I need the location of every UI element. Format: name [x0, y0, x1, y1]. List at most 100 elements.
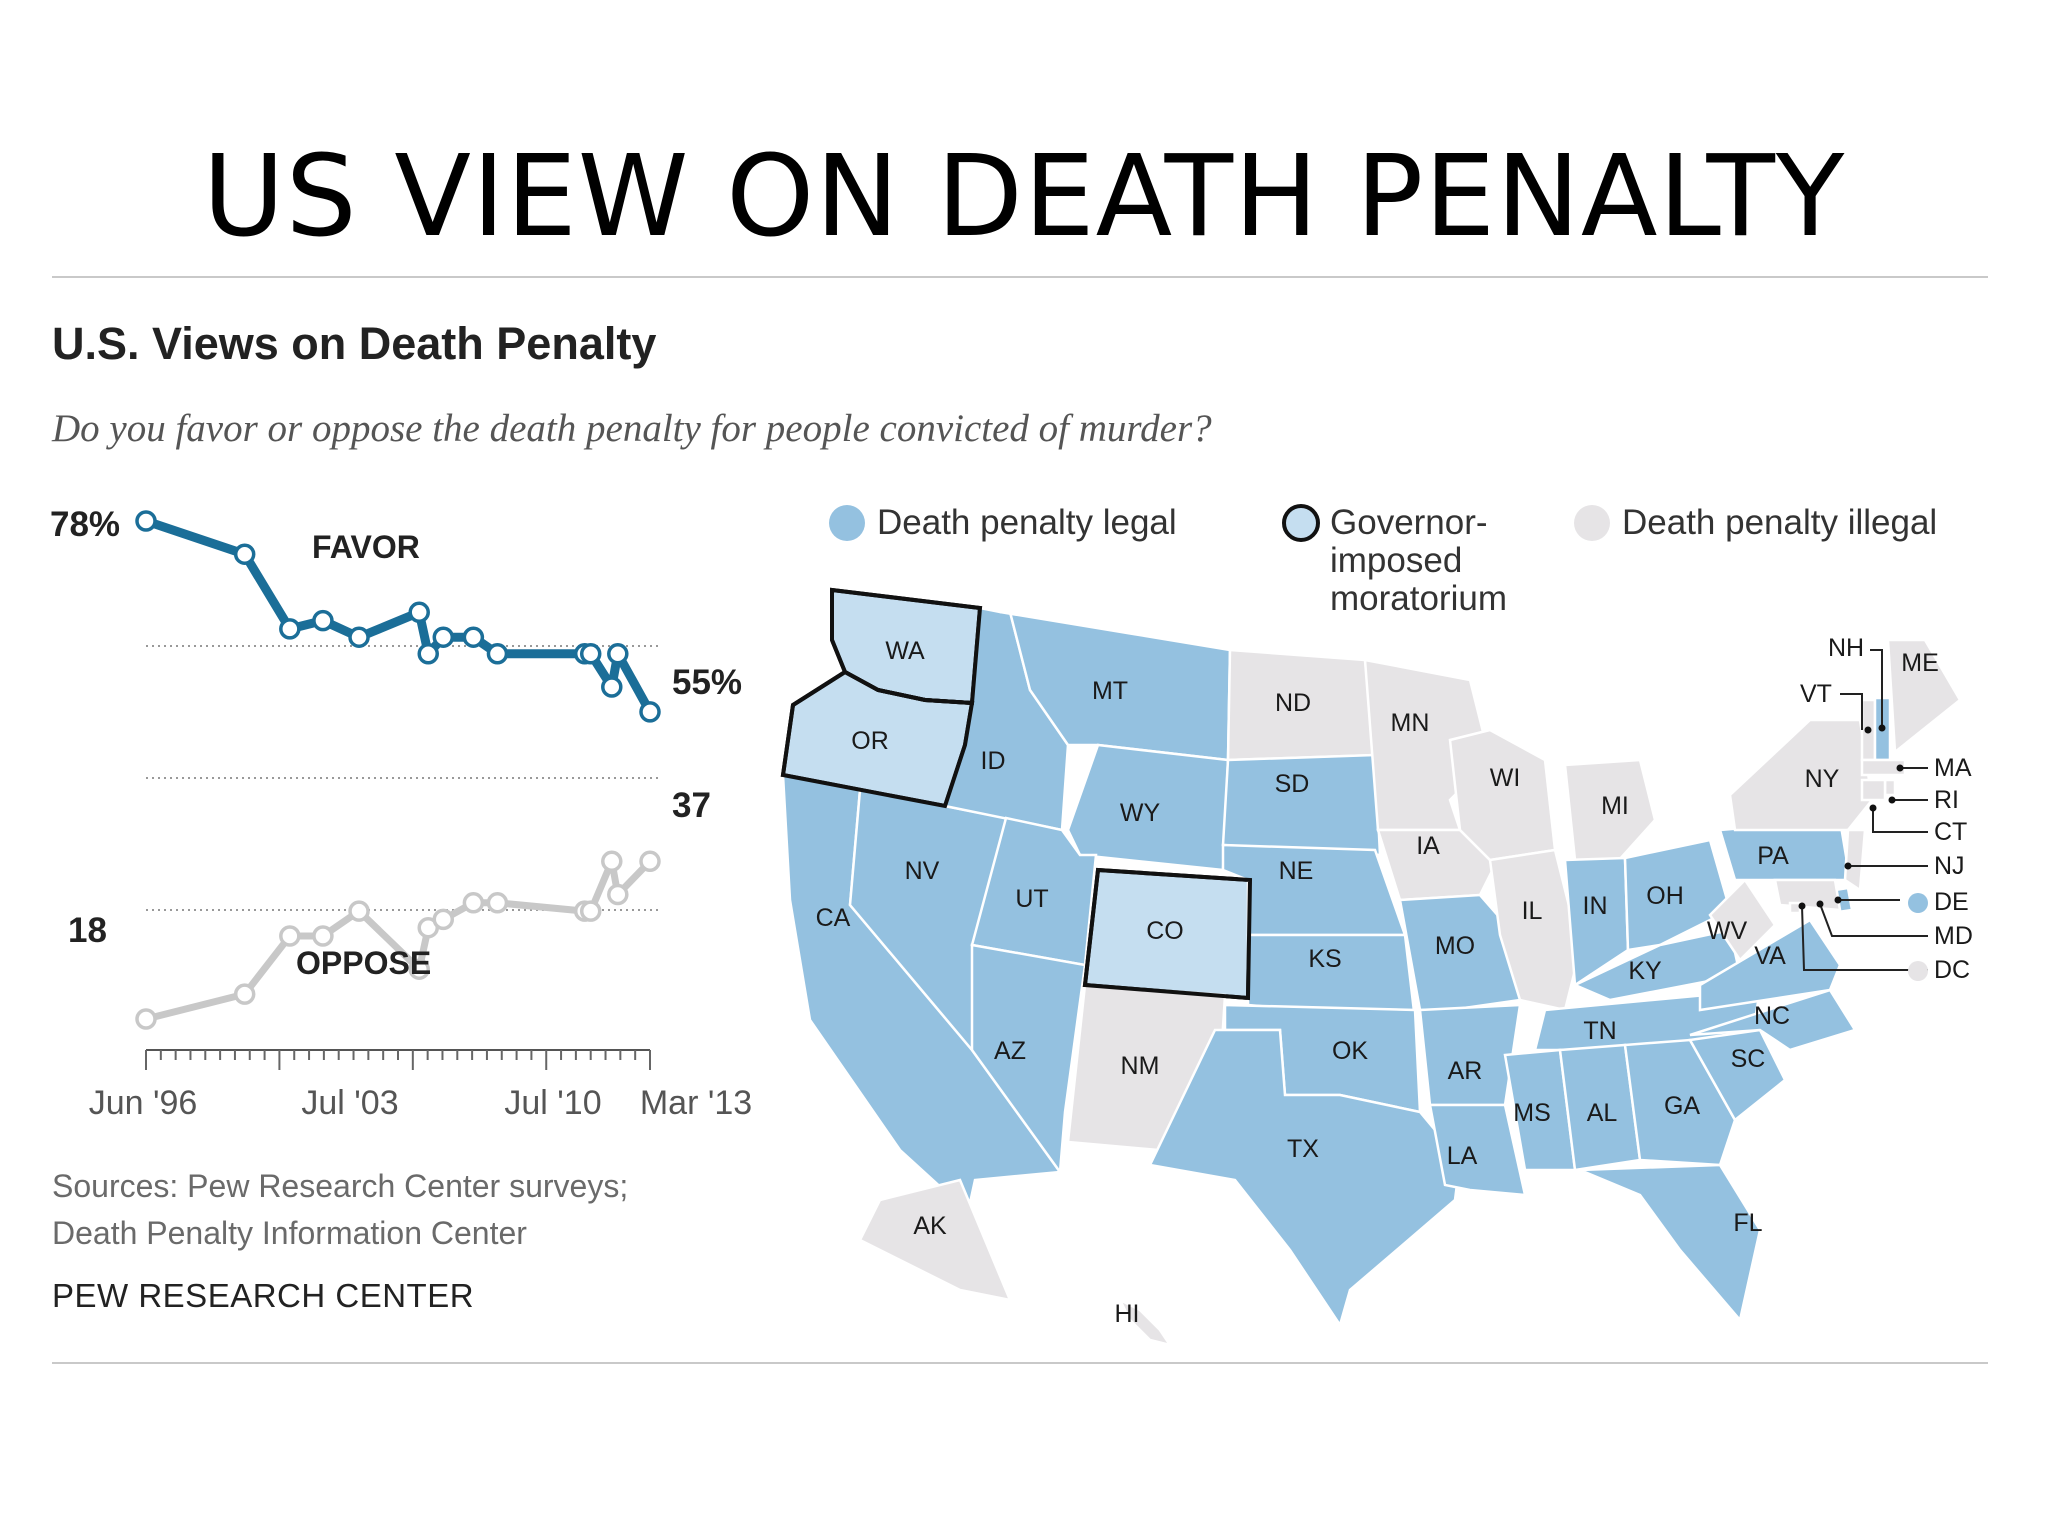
- oppose-point: [607, 883, 629, 906]
- favor-end-label: 55%: [672, 663, 742, 702]
- oppose-point: [312, 925, 334, 947]
- state-label-ca: CA: [816, 904, 851, 932]
- state-ct: [1860, 778, 1887, 802]
- legend-label-moratorium: Governor- imposed moratorium: [1330, 504, 1507, 618]
- state-label-fl: FL: [1733, 1209, 1762, 1237]
- state-label-il: IL: [1522, 897, 1543, 925]
- favor-point: [432, 626, 455, 648]
- state-label-nc: NC: [1754, 1002, 1790, 1030]
- callout-dot-de: [1834, 896, 1842, 904]
- state-nj: [1843, 828, 1867, 893]
- state-md: [1773, 878, 1842, 912]
- callout-line-vt: [1840, 693, 1863, 730]
- state-label-tx: TX: [1287, 1135, 1319, 1163]
- series-layer: [135, 510, 661, 1030]
- state-nc: [1689, 988, 1857, 1052]
- oppose-point: [462, 892, 485, 914]
- callout-line-nh: [1870, 649, 1883, 728]
- favor-point: [417, 643, 439, 665]
- state-label-ny: NY: [1805, 765, 1840, 793]
- reference-lines: [146, 645, 660, 911]
- state-fl: [1579, 1163, 1762, 1323]
- x-tick-label: Jul '03: [301, 1084, 398, 1122]
- oppose-point: [601, 850, 623, 873]
- state-label-wi: WI: [1490, 764, 1521, 792]
- state-label-mn: MN: [1391, 709, 1430, 737]
- state-label-ma: MA: [1934, 754, 1972, 782]
- state-label-ia: IA: [1416, 832, 1440, 860]
- legend-moratorium-line-2: imposed: [1330, 541, 1463, 580]
- favor-point: [601, 676, 623, 698]
- favor-point: [639, 701, 661, 723]
- state-label-nh: NH: [1828, 634, 1864, 662]
- oppose-series-label: OPPOSE: [296, 945, 431, 981]
- state-ak: [858, 1178, 1013, 1302]
- state-label-mi: MI: [1601, 792, 1629, 820]
- state-dc: [1788, 901, 1802, 915]
- favor-point: [408, 601, 430, 624]
- moratorium-outline-co: [1082, 867, 1253, 1001]
- state-label-vt: VT: [1800, 680, 1832, 708]
- state-label-nj: NJ: [1934, 852, 1965, 880]
- oppose-point: [639, 850, 661, 873]
- state-label-wy: WY: [1120, 799, 1161, 827]
- favor-point: [279, 618, 301, 640]
- state-va: [1698, 918, 1842, 1012]
- state-sd: [1221, 753, 1382, 857]
- state-sc: [1688, 1028, 1787, 1122]
- callout-dot-nj: [1844, 862, 1852, 870]
- callout-line-md: [1819, 903, 1928, 937]
- favor-point: [462, 626, 485, 648]
- oppose-point: [432, 908, 455, 931]
- state-label-al: AL: [1587, 1099, 1618, 1127]
- states-layer: [780, 587, 1962, 1347]
- state-label-wv: WV: [1707, 917, 1748, 945]
- state-label-tn: TN: [1583, 1017, 1616, 1045]
- state-label-ak: AK: [913, 1212, 947, 1240]
- oppose-point: [486, 892, 509, 914]
- state-tx: [1148, 1028, 1462, 1328]
- bottom-divider: [52, 1362, 1988, 1364]
- state-label-sc: SC: [1731, 1045, 1766, 1073]
- state-label-nv: NV: [905, 857, 940, 885]
- favor-point: [579, 643, 602, 665]
- callout-dot-md: [1816, 900, 1824, 908]
- state-label-az: AZ: [994, 1037, 1026, 1065]
- state-label-ga: GA: [1664, 1092, 1700, 1120]
- state-label-ms: MS: [1513, 1099, 1551, 1127]
- legal-swatch: [829, 505, 865, 541]
- state-label-me: ME: [1901, 649, 1939, 677]
- legend-label-illegal: Death penalty illegal: [1622, 503, 1938, 542]
- legend-moratorium-line-1: Governor-: [1330, 503, 1488, 542]
- state-label-ne: NE: [1279, 857, 1314, 885]
- oppose-point: [233, 983, 256, 1005]
- state-label-or: OR: [851, 727, 889, 755]
- oppose-start-label: 18: [68, 911, 107, 950]
- state-label-ky: KY: [1628, 957, 1662, 985]
- state-label-wa: WA: [885, 637, 925, 665]
- state-ny: [1728, 718, 1874, 832]
- callout-dot-dc: [1798, 902, 1806, 910]
- state-label-in: IN: [1583, 892, 1608, 920]
- state-label-la: LA: [1447, 1142, 1478, 1170]
- state-label-ut: UT: [1015, 885, 1048, 913]
- state-label-mt: MT: [1092, 677, 1128, 705]
- oppose-point: [579, 900, 602, 922]
- callout-dot-ma: [1896, 764, 1904, 772]
- state-label-pa: PA: [1757, 842, 1789, 870]
- state-mi: [1563, 758, 1657, 872]
- callout-dot-ct: [1869, 804, 1877, 812]
- oppose-point: [408, 958, 430, 980]
- sources-line-1: Sources: Pew Research Center surveys;: [52, 1168, 629, 1204]
- callout-dot-vt: [1864, 726, 1872, 734]
- state-ia: [1376, 828, 1497, 902]
- x-tick-label: Jul '10: [504, 1084, 601, 1122]
- state-label-hi: HI: [1115, 1300, 1140, 1328]
- state-label-mo: MO: [1435, 932, 1475, 960]
- chart-subtitle: Do you favor or oppose the death penalty…: [52, 407, 1212, 450]
- x-axis: [145, 1049, 651, 1070]
- sources-note: Sources: Pew Research Center surveys; De…: [52, 1163, 628, 1257]
- state-label-ct: CT: [1934, 818, 1967, 846]
- favor-point: [607, 643, 629, 665]
